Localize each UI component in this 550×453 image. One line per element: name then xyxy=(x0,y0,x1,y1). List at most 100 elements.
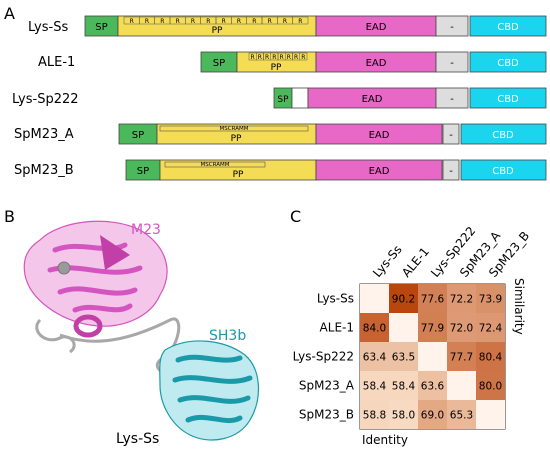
pp-label: PP xyxy=(271,63,282,73)
repeat-label: R xyxy=(145,18,149,25)
ead-label: EAD xyxy=(362,94,383,105)
sp-label: SP xyxy=(213,58,225,69)
heatmap-cell xyxy=(360,342,389,371)
repeat-label: R xyxy=(130,18,134,25)
heatmap-cell xyxy=(447,313,476,342)
ead-label: EAD xyxy=(366,22,387,33)
repeat-label: R xyxy=(251,54,255,61)
repeat-label: R xyxy=(252,18,256,25)
mscramm-label: MSCRAMM xyxy=(201,162,230,168)
heatmap-cell xyxy=(476,342,505,371)
row-label: Lys-Sp222 xyxy=(293,350,354,364)
pp-label: PP xyxy=(233,170,244,180)
repeat-label: R xyxy=(222,18,226,25)
repeat-label: R xyxy=(191,18,195,25)
cell-value: 72.2 xyxy=(450,294,473,306)
ead-label: EAD xyxy=(369,166,390,177)
cell-value: 69.0 xyxy=(421,410,444,422)
heatmap-cell xyxy=(476,371,505,400)
structure-protein-label: Lys-Ss xyxy=(116,431,159,447)
cell-value: 84.0 xyxy=(363,323,386,335)
spacer-domain xyxy=(291,87,309,109)
mscramm-label: MSCRAMM xyxy=(220,126,249,132)
repeat-label: R xyxy=(258,54,262,61)
linker-label: - xyxy=(450,58,454,69)
sh3b-label: SH3b xyxy=(209,328,246,344)
repeat-box xyxy=(299,52,308,61)
repeat-label: R xyxy=(280,54,284,61)
cbd-domain xyxy=(469,87,547,109)
heatmap-cell xyxy=(389,342,418,371)
m23-strands xyxy=(47,242,143,313)
heatmap-cell xyxy=(447,284,476,313)
protein-name: ALE-1 xyxy=(38,55,75,70)
cell-value: 77.9 xyxy=(421,323,444,335)
panel-label-b: B xyxy=(4,207,15,226)
cell-value: 80.0 xyxy=(479,381,502,393)
m23-helix xyxy=(73,314,103,338)
cell-value: 58.4 xyxy=(363,381,387,393)
sp-label: SP xyxy=(277,95,289,105)
cell-value: 77.7 xyxy=(450,352,473,364)
protein-name: SpM23_A xyxy=(14,127,74,142)
repeat-label: R xyxy=(265,54,269,61)
heatmap-cell xyxy=(360,313,389,342)
protein-structure: M23 SH3b Lys-Ss xyxy=(23,220,260,447)
cbd-domain xyxy=(460,159,547,181)
sh3b-strands xyxy=(172,354,253,424)
cell-value: 58.4 xyxy=(392,381,416,393)
cell-value: 72.0 xyxy=(450,323,473,335)
cell-value: 63.5 xyxy=(392,352,415,364)
cell-value: 58.8 xyxy=(363,410,386,422)
mscramm-bracket xyxy=(159,125,309,132)
linker-domain xyxy=(435,51,469,73)
repeat-label: R xyxy=(272,54,276,61)
column-label: Lys-Ss xyxy=(370,242,405,279)
heatmap-cell xyxy=(476,313,505,342)
heatmap: 90.2 77.6 72.2 73.9 Lys-Ss Lys-Ss 84.0 77.9 72.0… xyxy=(293,224,532,430)
cbd-label: CBD xyxy=(492,166,514,177)
cell-value: 63.6 xyxy=(421,381,445,393)
cbd-label: CBD xyxy=(497,22,519,33)
cell-value: 73.9 xyxy=(479,294,502,306)
heatmap-cell xyxy=(476,284,505,313)
repeat-box xyxy=(292,16,309,25)
cell-value: 90.2 xyxy=(392,294,415,306)
ead-label: EAD xyxy=(366,58,387,69)
heatmap-cell xyxy=(360,371,389,400)
heatmap-cell xyxy=(447,400,476,429)
panel-label-a: A xyxy=(4,4,15,23)
heatmap-cell xyxy=(476,400,505,429)
heatmap-cell xyxy=(418,284,447,313)
sp-label: SP xyxy=(95,22,107,33)
m23-sheet xyxy=(100,235,130,270)
sp-label: SP xyxy=(137,166,149,177)
protein-name: Lys-Ss xyxy=(28,20,68,35)
protein-name: Lys-Sp222 xyxy=(12,92,79,107)
heatmap-cell xyxy=(447,371,476,400)
cbd-label: CBD xyxy=(497,58,519,69)
linker-coil xyxy=(35,318,76,354)
cbd-domain xyxy=(460,123,547,145)
ead-domain xyxy=(315,123,443,145)
cbd-label: CBD xyxy=(497,94,519,105)
heatmap-cell xyxy=(360,284,389,313)
linker-domain xyxy=(442,159,460,181)
row-label: SpM23_B xyxy=(299,408,354,422)
heatmap-cell xyxy=(389,284,418,313)
repeat-label: R xyxy=(268,18,272,25)
heatmap-cell xyxy=(447,342,476,371)
heatmap-cell xyxy=(418,342,447,371)
mscramm-bracket xyxy=(164,161,266,168)
cell-value: 80.4 xyxy=(479,352,503,364)
linker-domain xyxy=(442,123,460,145)
cbd-label: CBD xyxy=(492,130,514,141)
repeat-label: R xyxy=(206,18,210,25)
linker-label: - xyxy=(449,130,453,141)
linker-label: - xyxy=(450,22,454,33)
heatmap-cell xyxy=(389,371,418,400)
similarity-label: Similarity xyxy=(512,278,526,335)
